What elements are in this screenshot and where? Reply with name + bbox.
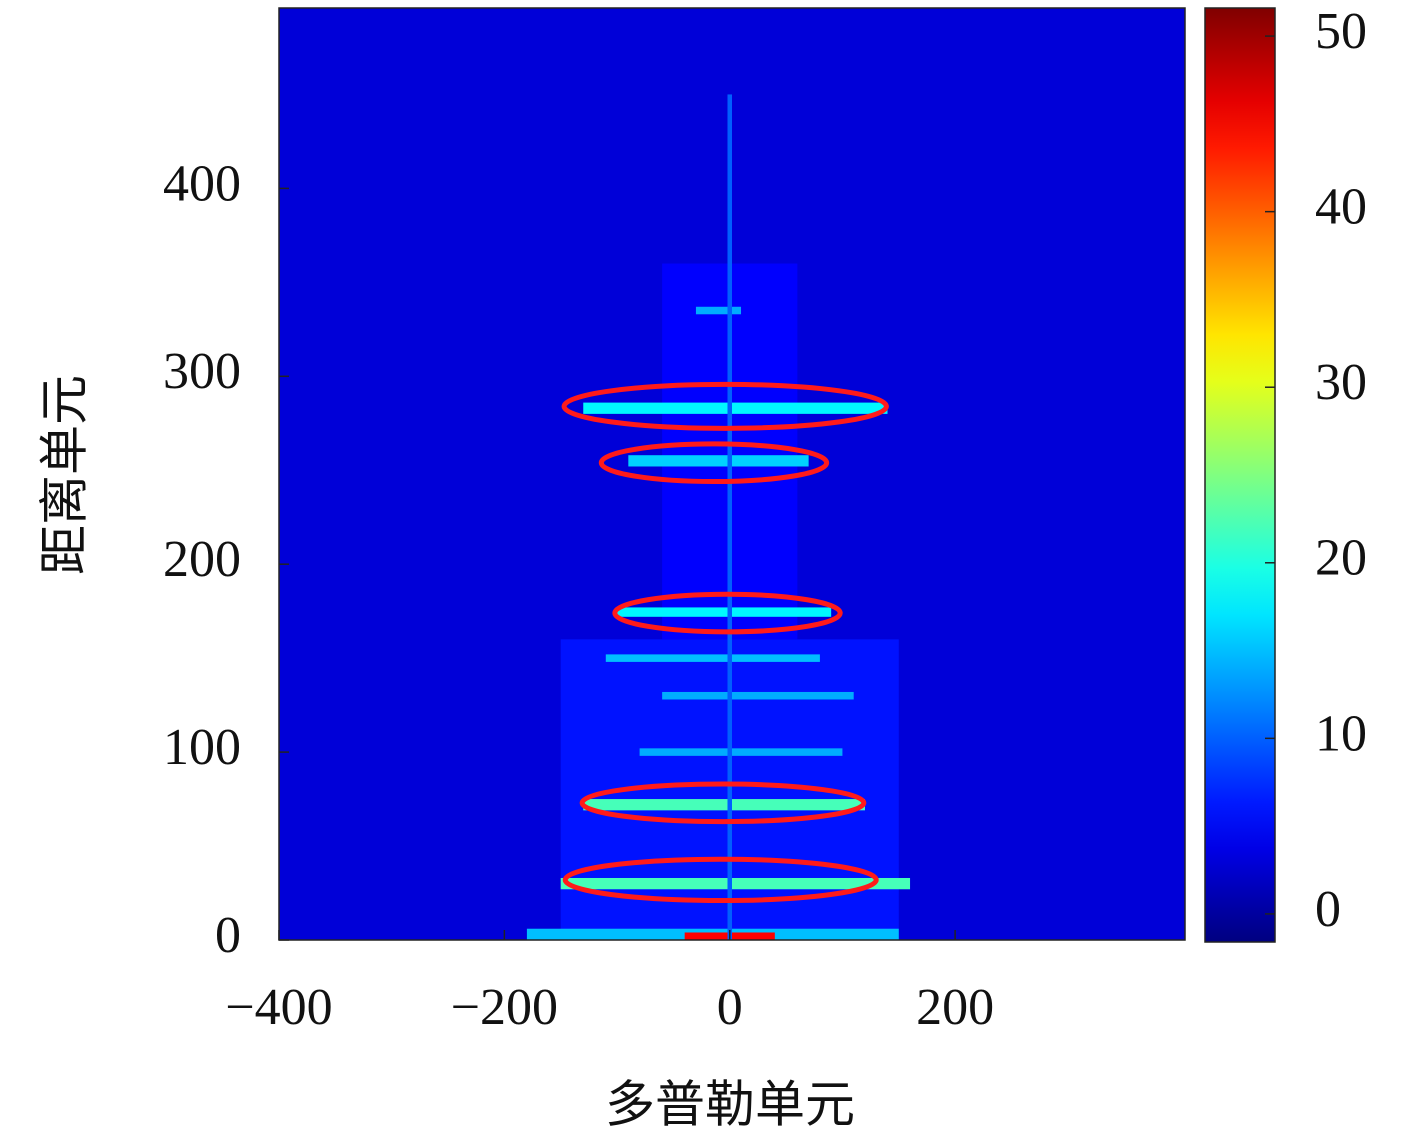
y-tick-label: 200 xyxy=(163,531,241,588)
heatmap-cell xyxy=(628,455,809,467)
y-tick-label: 300 xyxy=(163,343,241,400)
heatmap-cell xyxy=(695,306,742,315)
x-tick-label: 0 xyxy=(717,979,743,1036)
annotation-ellipse xyxy=(612,591,843,635)
heatmap-cell xyxy=(605,654,820,662)
colorbar-tick-label: 50 xyxy=(1315,3,1367,60)
heatmap-cell xyxy=(560,877,911,890)
annotation-ellipse xyxy=(562,856,879,904)
colorbar-tick-label: 20 xyxy=(1315,530,1367,587)
y-tick-label: 0 xyxy=(215,907,241,964)
heatmap-cell xyxy=(617,607,832,617)
y-tick-label: 400 xyxy=(163,155,241,212)
x-tick-label: −200 xyxy=(451,979,558,1036)
heatmap-cell xyxy=(639,748,843,756)
colorbar-tick-label: 30 xyxy=(1315,354,1367,411)
colorbar xyxy=(1204,7,1276,943)
colorbar-tick-label: 10 xyxy=(1315,705,1367,762)
heatmap-cell xyxy=(727,94,732,940)
annotation-ellipse xyxy=(598,441,830,485)
colorbar-tick-label: 40 xyxy=(1315,179,1367,236)
plot-frame xyxy=(278,7,1186,941)
heatmap-cell xyxy=(583,402,888,414)
annotation-ellipse xyxy=(579,781,867,825)
heatmap-cell xyxy=(662,691,854,700)
x-axis-label: 多普勒单元 xyxy=(605,1076,855,1134)
colorbar-tick-label: 0 xyxy=(1315,881,1341,938)
annotation-ellipse xyxy=(561,381,889,431)
x-tick-label: −400 xyxy=(225,979,332,1036)
heatmap-cell xyxy=(583,799,865,811)
y-axis-label: 距离单元 xyxy=(36,375,94,575)
x-tick-label: 200 xyxy=(916,979,994,1036)
y-tick-label: 100 xyxy=(163,719,241,776)
